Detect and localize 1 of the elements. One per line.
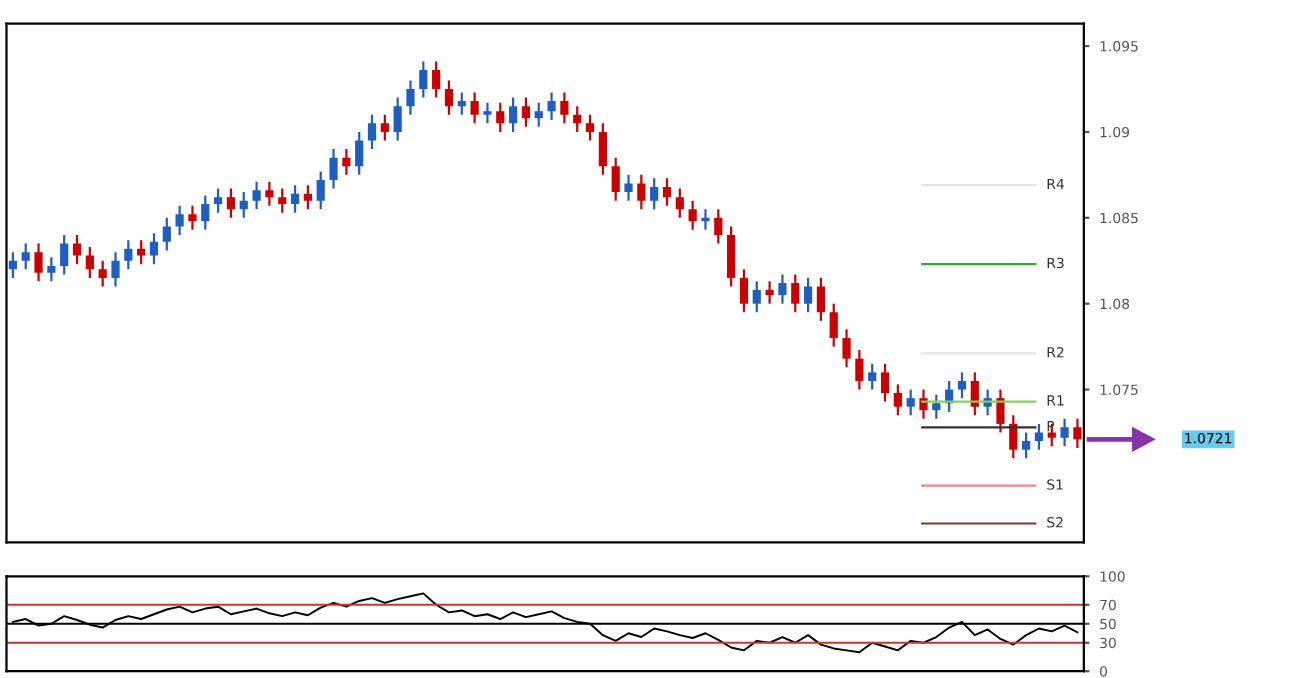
line-series <box>11 592 1079 654</box>
